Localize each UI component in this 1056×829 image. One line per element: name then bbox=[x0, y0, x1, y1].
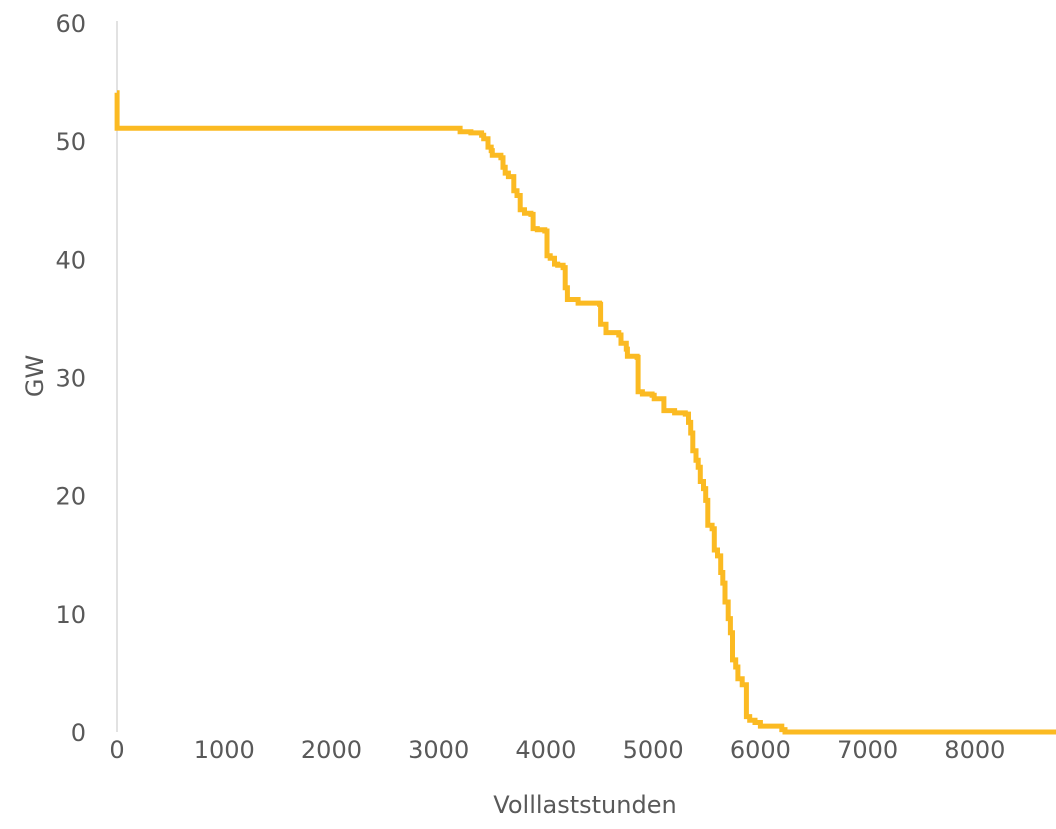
x-tick-label: 4000 bbox=[515, 736, 576, 764]
x-tick-label: 5000 bbox=[623, 736, 684, 764]
x-tick-label: 0 bbox=[109, 736, 124, 764]
y-tick-label: 60 bbox=[55, 10, 86, 38]
y-tick-label: 50 bbox=[55, 128, 86, 156]
x-tick-labels: 0 1000 2000 3000 4000 5000 6000 7000 8000 bbox=[109, 736, 1005, 764]
x-tick-label: 1000 bbox=[194, 736, 255, 764]
y-tick-labels: 0 10 20 30 40 50 60 bbox=[55, 10, 86, 747]
y-axis-title: GW bbox=[21, 355, 49, 397]
x-tick-label: 3000 bbox=[408, 736, 469, 764]
y-tick-label: 0 bbox=[71, 719, 86, 747]
x-tick-label: 6000 bbox=[730, 736, 791, 764]
x-axis-title: Volllaststunden bbox=[493, 791, 676, 819]
y-tick-label: 20 bbox=[55, 483, 86, 511]
series-line bbox=[114, 90, 1056, 735]
x-tick-label: 2000 bbox=[301, 736, 362, 764]
y-tick-label: 40 bbox=[55, 246, 86, 274]
x-tick-label: 8000 bbox=[944, 736, 1005, 764]
y-tick-label: 10 bbox=[55, 601, 86, 629]
y-tick-label: 30 bbox=[55, 364, 86, 392]
x-tick-label: 7000 bbox=[837, 736, 898, 764]
